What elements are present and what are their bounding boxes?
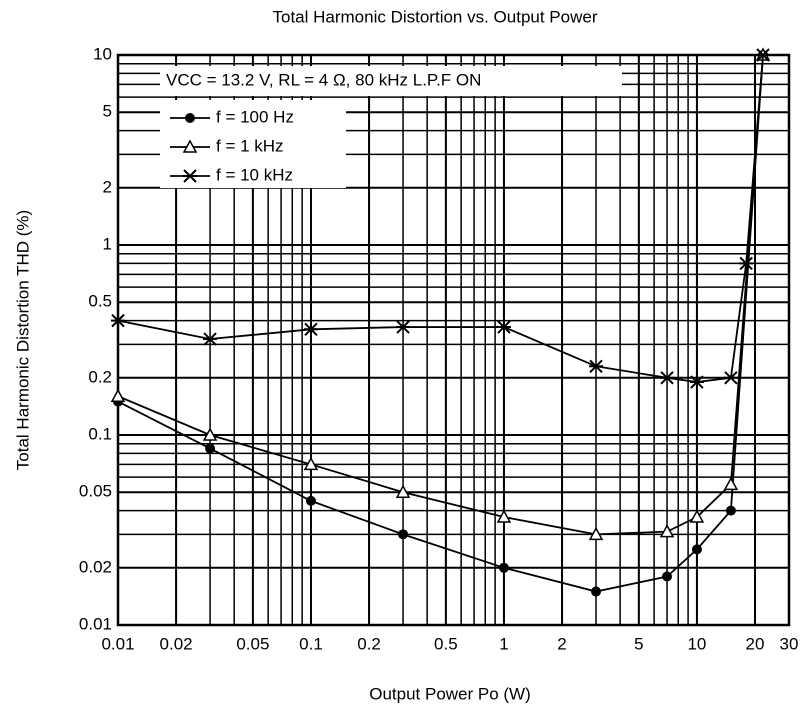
marker bbox=[111, 313, 125, 328]
marker bbox=[496, 320, 511, 334]
y-tick-label: 5 bbox=[103, 102, 112, 121]
marker bbox=[395, 484, 411, 498]
plot-frame bbox=[116, 53, 791, 627]
marker bbox=[498, 562, 509, 573]
legend-label: f = 100 Hz bbox=[216, 107, 294, 126]
annotation-box bbox=[160, 66, 622, 96]
x-tick-label: 0.05 bbox=[236, 634, 269, 653]
y-tick-label: 0.01 bbox=[79, 614, 112, 633]
marker bbox=[689, 375, 704, 389]
y-tick-label: 0.1 bbox=[88, 424, 112, 443]
x-tick-label: 30 bbox=[780, 634, 799, 653]
legend-marker bbox=[183, 169, 197, 183]
marker bbox=[723, 476, 739, 491]
marker bbox=[396, 320, 411, 334]
marker bbox=[725, 505, 736, 516]
marker bbox=[662, 571, 673, 582]
marker bbox=[723, 371, 738, 385]
marker bbox=[303, 322, 318, 337]
x-tick-label: 0.5 bbox=[434, 634, 458, 653]
x-tick-label: 0.02 bbox=[160, 634, 193, 653]
marker bbox=[202, 427, 218, 441]
marker bbox=[591, 586, 602, 597]
marker bbox=[691, 544, 702, 555]
x-tick-label: 20 bbox=[746, 634, 765, 653]
x-axis-label: Output Power Po (W) bbox=[369, 684, 531, 703]
legend-label: f = 10 kHz bbox=[216, 165, 293, 184]
y-axis-label: Total Harmonic Distortion THD (%) bbox=[13, 210, 32, 470]
x-tick-label: 0.01 bbox=[101, 634, 134, 653]
legend-label: f = 1 kHz bbox=[216, 136, 284, 155]
marker bbox=[739, 256, 754, 271]
line bbox=[117, 54, 764, 536]
marker bbox=[660, 371, 675, 385]
y-tick-label: 0.02 bbox=[79, 557, 112, 576]
y-tick-label: 1 bbox=[103, 234, 112, 253]
y-tick-label: 0.05 bbox=[79, 482, 112, 501]
legend-marker bbox=[185, 113, 195, 123]
y-tick-label: 10 bbox=[93, 44, 112, 63]
x-tick-label: 5 bbox=[634, 634, 643, 653]
marker bbox=[588, 526, 604, 541]
x-tick-label: 10 bbox=[687, 634, 706, 653]
y-tick-label: 0.2 bbox=[88, 367, 112, 386]
chart-title: Total Harmonic Distortion vs. Output Pow… bbox=[272, 7, 597, 26]
x-tick-label: 0.1 bbox=[299, 634, 323, 653]
marker bbox=[659, 524, 675, 538]
x-tick-label: 0.2 bbox=[357, 634, 381, 653]
y-tick-label: 0.5 bbox=[88, 292, 112, 311]
marker bbox=[756, 48, 771, 62]
x-tick-label: 2 bbox=[557, 634, 566, 653]
marker bbox=[689, 509, 705, 523]
line bbox=[117, 54, 764, 593]
marker bbox=[205, 443, 216, 454]
legend-marker bbox=[182, 139, 198, 153]
marker bbox=[589, 359, 604, 373]
y-tick-label: 2 bbox=[103, 177, 112, 196]
marker bbox=[110, 388, 126, 402]
annotation: VCC = 13.2 V, RL = 4 Ω, 80 kHz L.P.F ON bbox=[166, 70, 481, 89]
marker bbox=[203, 332, 218, 346]
marker bbox=[303, 456, 319, 471]
x-tick-label: 1 bbox=[499, 634, 508, 653]
marker bbox=[398, 529, 409, 540]
marker bbox=[496, 509, 512, 523]
marker bbox=[305, 495, 316, 506]
